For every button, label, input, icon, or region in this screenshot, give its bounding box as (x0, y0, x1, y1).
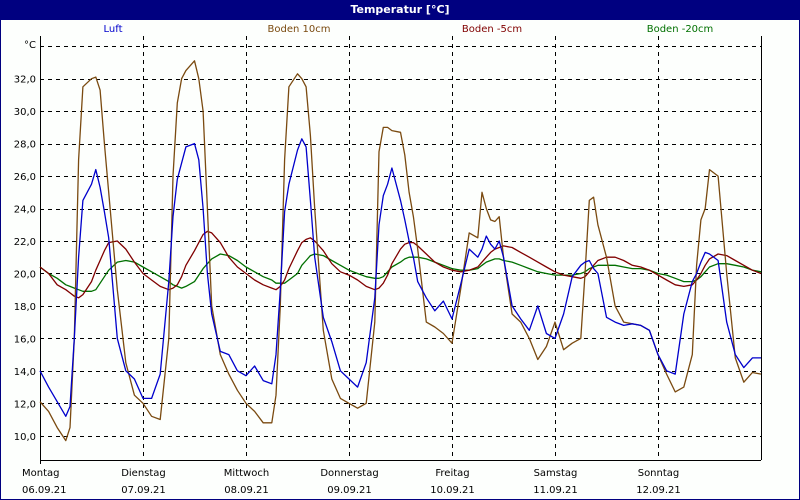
y-tick-label: 18,0 (14, 302, 36, 313)
y-tick-label: 22,0 (14, 237, 36, 248)
chart-title: Temperatur [°C] (0, 0, 800, 20)
y-tick-label: 20,0 (14, 269, 36, 280)
x-day-label: Mittwoch (224, 468, 269, 479)
y-tick-label: 10,0 (14, 432, 36, 443)
legend-item: Boden 10cm (267, 24, 331, 35)
series-line-boden-20cm (39, 253, 762, 292)
y-tick-label: 26,0 (14, 172, 36, 183)
x-day-label: Dienstag (121, 468, 166, 479)
y-tick-label: 30,0 (14, 107, 36, 118)
x-date-label: 09.09.21 (327, 485, 372, 496)
x-date-label: 08.09.21 (224, 485, 269, 496)
x-day-label: Montag (22, 468, 59, 479)
series-line-luft (39, 138, 761, 417)
legend-item: Luft (103, 24, 123, 35)
y-tick-label: 24,0 (14, 205, 36, 216)
x-day-label: Sonntag (638, 468, 680, 479)
x-date-label: 12.09.21 (636, 485, 681, 496)
y-tick-label: 32,0 (14, 75, 36, 86)
y-tick-label: 28,0 (14, 140, 36, 151)
legend-item: Boden -20cm (646, 24, 714, 35)
y-tick-label: 14,0 (14, 367, 36, 378)
x-date-label: 11.09.21 (533, 485, 578, 496)
series-line-boden-10cm (39, 60, 762, 442)
x-day-label: Freitag (435, 468, 469, 479)
series-line-boden-5cm (39, 230, 762, 299)
y-unit-label: °C (24, 40, 36, 51)
x-date-label: 06.09.21 (22, 485, 67, 496)
legend-item: Boden -5cm (461, 24, 523, 35)
x-day-label: Donnerstag (320, 468, 378, 479)
y-tick-label: 16,0 (14, 334, 36, 345)
y-tick-label: 12,0 (14, 399, 36, 410)
x-date-label: 10.09.21 (430, 485, 475, 496)
x-date-label: 07.09.21 (121, 485, 166, 496)
x-day-label: Samstag (534, 468, 578, 479)
